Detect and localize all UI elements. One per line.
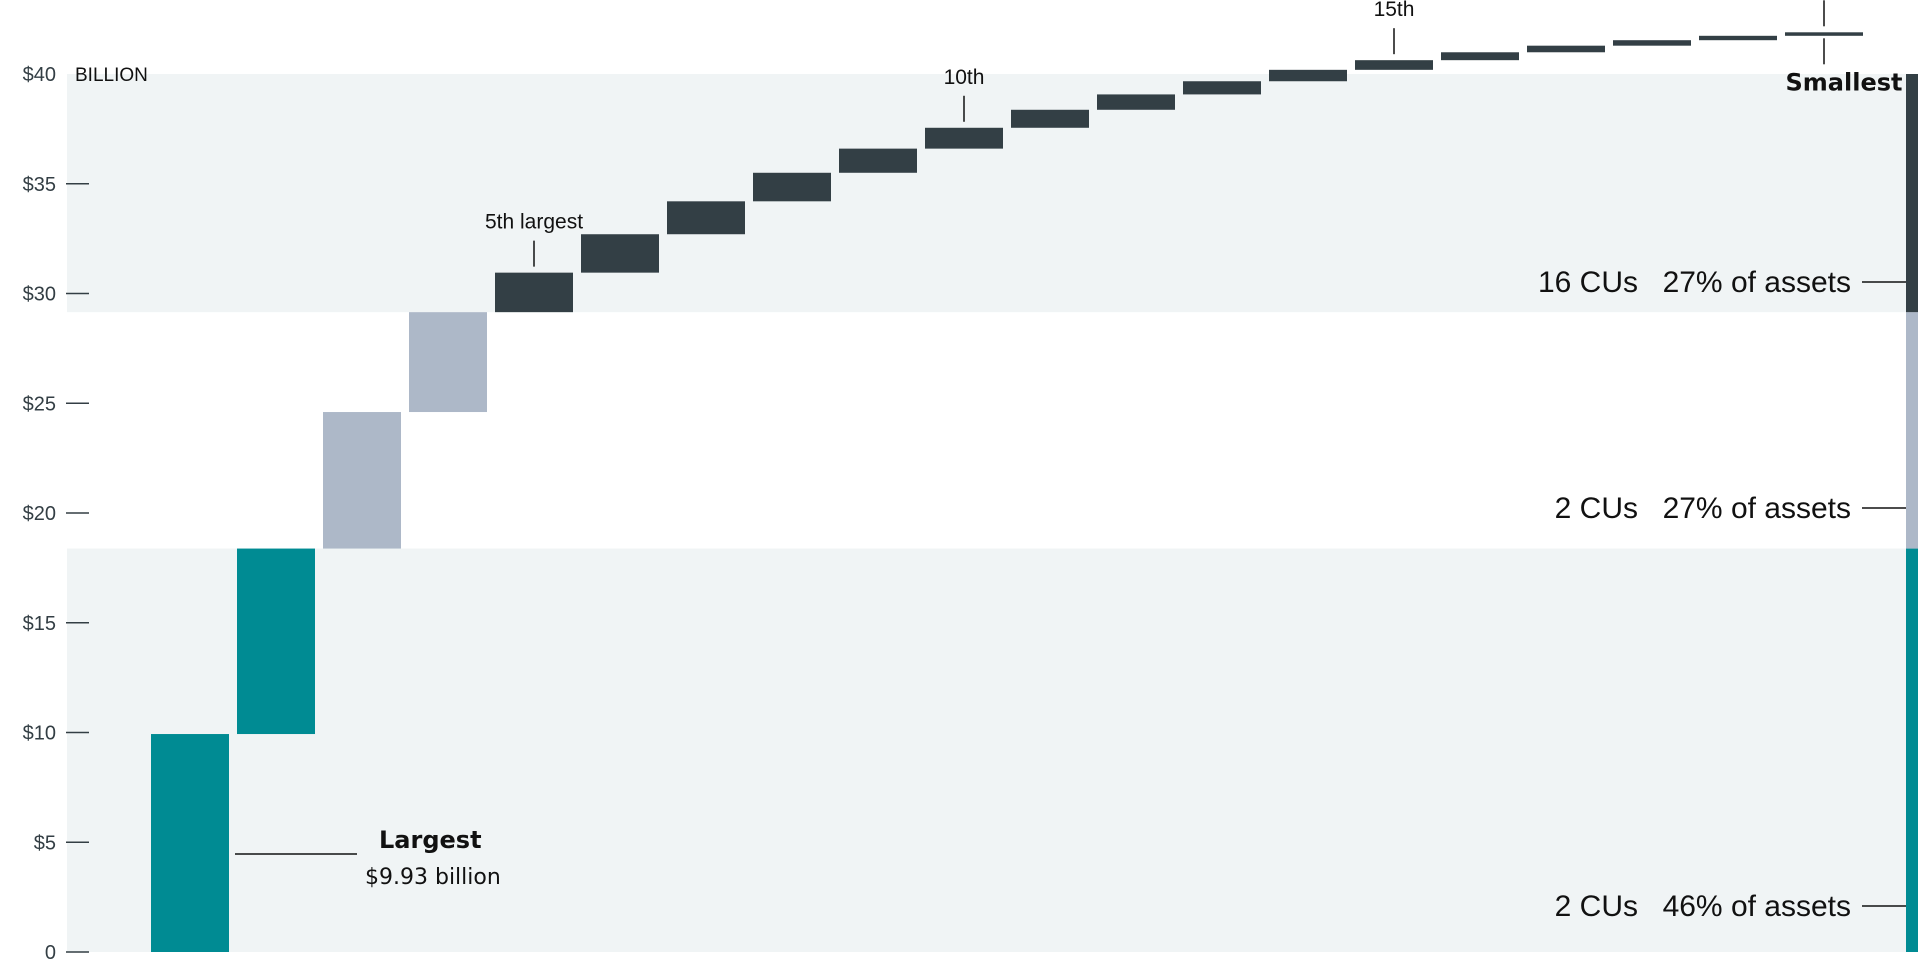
- bar: [1699, 35, 1777, 41]
- band-0: [67, 548, 1906, 952]
- background-bands: [67, 74, 1906, 952]
- group-count-label: 16 CUs: [1538, 266, 1638, 299]
- bar: [1183, 81, 1261, 95]
- bar: [1355, 60, 1433, 70]
- bar: [1097, 94, 1175, 110]
- group-share-label: 46% of assets: [1663, 890, 1851, 923]
- bar: [753, 172, 831, 202]
- bar: [1785, 32, 1863, 36]
- group-strip-segment: [1906, 312, 1918, 549]
- band-2: [67, 74, 1906, 313]
- group-share-label: 27% of assets: [1663, 492, 1851, 525]
- y-tick-label: $25: [23, 393, 56, 415]
- group-labels: 46% of assets 2 CUs 27% of assets 2 CUs 27% …: [1538, 266, 1906, 923]
- group-strip-segment: [1906, 548, 1918, 952]
- largest-value-label: $9.93 billion: [365, 865, 501, 890]
- group-count-label: 2 CUs: [1555, 890, 1638, 923]
- group-strip: [1906, 74, 1918, 952]
- bar: [1269, 69, 1347, 82]
- smallest-label: Smallest: [1786, 68, 1903, 96]
- y-axis: $40 $35 $30 $25 $20 $15 $10 $5 0: [23, 64, 89, 959]
- rank-label: 5th largest: [485, 211, 583, 234]
- bar: [323, 412, 401, 549]
- bar: [409, 312, 487, 413]
- y-tick-label: $5: [34, 832, 56, 854]
- y-tick-label: $15: [23, 613, 56, 635]
- bar: [925, 127, 1003, 149]
- bar: [667, 201, 745, 235]
- y-tick-label: $35: [23, 174, 56, 196]
- bar: [495, 272, 573, 313]
- annotations: 5th largest10th15th20thSmallestLargest$9…: [235, 0, 1902, 890]
- y-tick-label: $10: [23, 723, 56, 745]
- group-strip-segment: [1906, 74, 1918, 313]
- bar: [1011, 109, 1089, 128]
- y-tick-label: $30: [23, 284, 56, 306]
- bar: [581, 234, 659, 273]
- bar: [237, 548, 315, 735]
- group-share-label: 27% of assets: [1663, 266, 1851, 299]
- bar: [151, 734, 229, 952]
- bar: [1441, 52, 1519, 61]
- bar: [1613, 40, 1691, 46]
- rank-label: 10th: [944, 66, 985, 89]
- bars: [151, 32, 1863, 952]
- y-tick-label: $20: [23, 503, 56, 525]
- group-count-label: 2 CUs: [1555, 492, 1638, 525]
- unit-label: BILLION: [75, 65, 148, 86]
- rank-label: 15th: [1374, 0, 1415, 21]
- bar: [839, 148, 917, 173]
- bar: [1527, 45, 1605, 53]
- largest-label: Largest: [379, 826, 482, 854]
- y-tick-label: 0: [45, 942, 56, 959]
- y-tick-label: $40: [23, 64, 56, 86]
